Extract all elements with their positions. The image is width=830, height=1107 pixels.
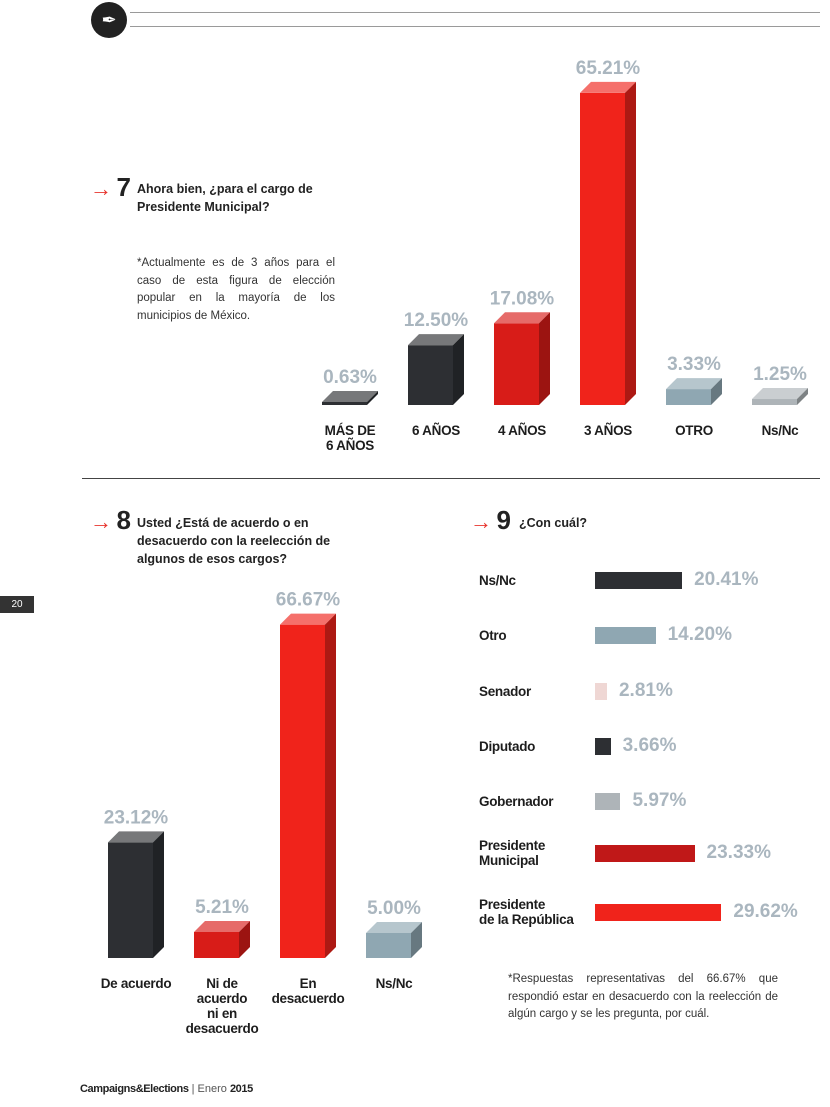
q9-question: ¿Con cuál? — [519, 516, 588, 530]
q8-heading: → 8 — [90, 505, 131, 536]
top-rule-2 — [130, 26, 820, 27]
category-label: desacuerdo — [186, 1021, 259, 1036]
q7-question: Ahora bien, ¿para el cargo de Presidente… — [137, 182, 313, 214]
q9-arrow-icon: → — [470, 509, 492, 534]
bar-value-label: 5.21% — [195, 897, 249, 918]
bar-value-label: 1.25% — [753, 364, 807, 385]
category-label: desacuerdo — [272, 991, 345, 1006]
bar-3 — [280, 613, 336, 958]
section-divider — [82, 478, 820, 479]
category-label: Ns/Nc — [762, 423, 800, 438]
category-label: acuerdo — [197, 991, 247, 1006]
hbar-category-label: Presidente Municipal — [479, 838, 546, 868]
q8-arrow-icon: → — [90, 509, 112, 534]
bar-1 — [322, 390, 378, 405]
bar-4 — [580, 81, 636, 405]
bar-value-label: 17.08% — [490, 288, 555, 309]
bar-3 — [494, 312, 550, 405]
q8-number: 8 — [116, 505, 131, 535]
hbar-category-label: Otro — [479, 628, 507, 643]
bar-value-label: 66.67% — [276, 590, 341, 611]
hbar-value-label: 3.66% — [622, 735, 677, 756]
footer-month: Enero — [197, 1083, 227, 1095]
category-label: MÁS DE — [325, 423, 376, 438]
bar-4 — [366, 922, 422, 958]
footer-brand: Campaigns&Elections — [80, 1083, 189, 1095]
bar-value-label: 5.00% — [367, 898, 421, 919]
category-label: De acuerdo — [101, 976, 172, 991]
bar-value-label: 65.21% — [576, 58, 641, 79]
hbar-category-label: Ns/Nc — [479, 573, 516, 588]
bar-2 — [194, 920, 250, 958]
hbar-value-label: 5.97% — [632, 790, 687, 811]
hbar-category-label: Senador — [479, 684, 531, 699]
q9-number: 9 — [496, 505, 511, 535]
footer-separator: | — [191, 1083, 195, 1095]
hbar-category-label: Presidente de la República — [479, 897, 574, 927]
hbar-3 — [595, 683, 607, 700]
hbar-4 — [595, 738, 611, 755]
hbar-value-label: 14.20% — [667, 624, 733, 645]
page-number-tab: 20 — [0, 596, 34, 613]
category-label: 4 AÑOS — [498, 423, 546, 438]
bar-value-label: 23.12% — [104, 807, 169, 828]
category-label: ni en — [207, 1006, 237, 1021]
bar-1 — [108, 831, 164, 958]
footer-year: 2015 — [229, 1083, 253, 1095]
category-label: OTRO — [675, 423, 713, 438]
bar-2 — [408, 334, 464, 405]
bar-value-label: 12.50% — [404, 310, 469, 331]
hbar-value-label: 29.62% — [733, 901, 798, 922]
q9-heading: → 9 — [470, 505, 511, 536]
category-label: 3 AÑOS — [584, 423, 632, 438]
q7-note: *Actualmente es de 3 años para el caso d… — [137, 257, 335, 322]
pen-nib-logo-icon: ✒ — [91, 2, 127, 38]
top-rule — [130, 12, 820, 13]
hbar-value-label: 23.33% — [706, 842, 771, 863]
q8-question: Usted ¿Está de acuerdo o en desacuerdo c… — [137, 516, 331, 566]
q9-note: *Respuestas representativas del 66.67% q… — [508, 973, 778, 1020]
hbar-7 — [595, 904, 722, 921]
q7-arrow-icon: → — [90, 176, 112, 201]
hbar-6 — [595, 845, 695, 862]
category-label: Ni de — [206, 976, 238, 991]
hbar-1 — [595, 572, 683, 589]
category-label: 6 AÑOS — [326, 438, 374, 453]
hbar-value-label: 20.41% — [694, 569, 759, 590]
q7-number: 7 — [116, 172, 131, 202]
bar-5 — [666, 378, 722, 405]
bar-value-label: 3.33% — [667, 354, 721, 375]
hbar-value-label: 2.81% — [618, 680, 673, 701]
q7-heading: → 7 — [90, 172, 340, 203]
hbar-2 — [595, 627, 656, 644]
hbar-category-label: Diputado — [479, 739, 536, 754]
category-label: Ns/Nc — [376, 976, 414, 991]
hbar-category-label: Gobernador — [479, 794, 554, 809]
bar-value-label: 0.63% — [323, 367, 377, 388]
bar-6 — [752, 388, 808, 405]
category-label: En — [300, 976, 317, 991]
hbar-5 — [595, 793, 621, 810]
footer: Campaigns&Elections | Enero 2015 — [80, 1083, 253, 1095]
category-label: 6 AÑOS — [412, 423, 460, 438]
